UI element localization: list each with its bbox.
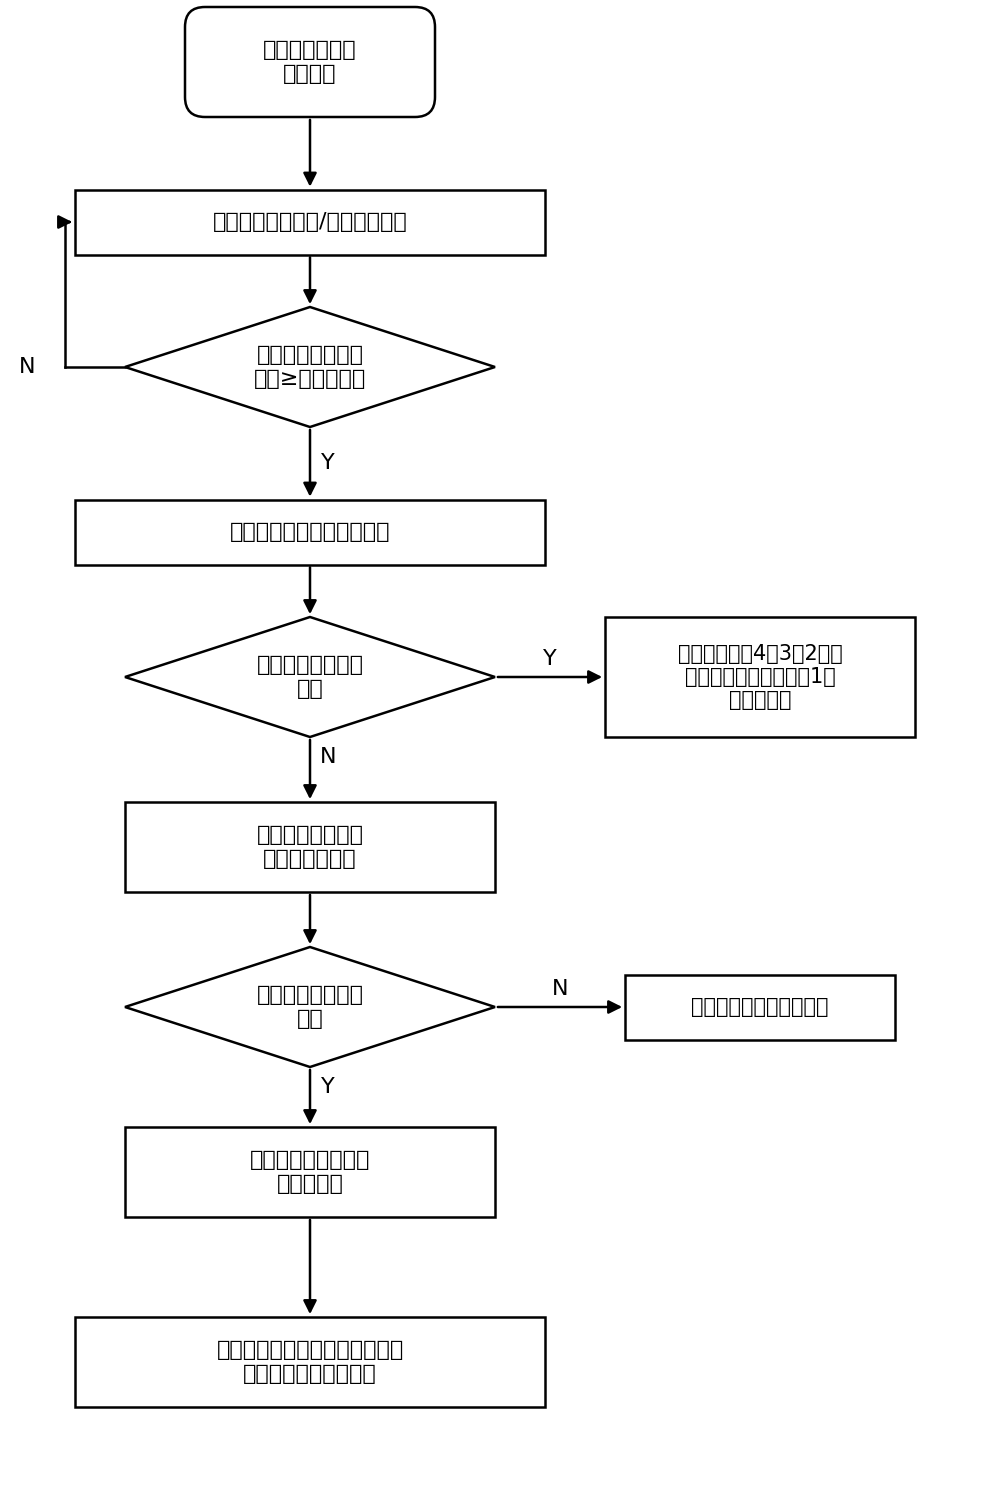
Text: 按照故障等级4、3、2的顺
序优先开启，故障等级1的
机组不开启: 按照故障等级4、3、2的顺 序优先开启，故障等级1的 机组不开启: [677, 644, 842, 711]
Bar: [125, 1126, 494, 1217]
Text: 有多台回风温度相
同？: 有多台回风温度相 同？: [256, 986, 363, 1028]
Bar: [75, 189, 545, 254]
Text: 多台压缩机累计运行时长相同，
则机组地址小的先启动: 多台压缩机累计运行时长相同， 则机组地址小的先启动: [216, 1341, 404, 1383]
Text: N: N: [19, 357, 35, 376]
Text: 记录满足条件的备用机地址: 记录满足条件的备用机地址: [230, 522, 390, 541]
Bar: [75, 1317, 545, 1408]
Text: 压缩机累计运行时长
短的先启动: 压缩机累计运行时长 短的先启动: [249, 1151, 370, 1193]
Text: 是否备用机组均故
障？: 是否备用机组均故 障？: [256, 655, 363, 699]
Text: 有备用机停止运行
时长≥轮值周期？: 有备用机停止运行 时长≥轮值周期？: [253, 345, 366, 389]
Polygon shape: [125, 307, 494, 426]
Bar: [624, 975, 894, 1040]
Text: Y: Y: [543, 649, 557, 668]
Text: N: N: [319, 747, 336, 767]
Text: 启动回风温度最高的机组: 启动回风温度最高的机组: [691, 996, 828, 1018]
Polygon shape: [125, 947, 494, 1067]
FancyBboxPatch shape: [185, 8, 434, 116]
Text: Y: Y: [321, 1077, 335, 1098]
Text: Y: Y: [321, 454, 335, 473]
Bar: [604, 617, 914, 736]
Text: 寻找其中回风温度
最高的备用机组: 寻找其中回风温度 最高的备用机组: [256, 826, 363, 868]
Text: 正常轮值切换启
动备用机: 正常轮值切换启 动备用机: [263, 41, 357, 83]
Bar: [75, 499, 545, 564]
Bar: [125, 801, 494, 892]
Text: 累计各个机组运行/停止运行时长: 累计各个机组运行/停止运行时长: [213, 212, 407, 231]
Text: N: N: [552, 978, 568, 999]
Polygon shape: [125, 617, 494, 736]
